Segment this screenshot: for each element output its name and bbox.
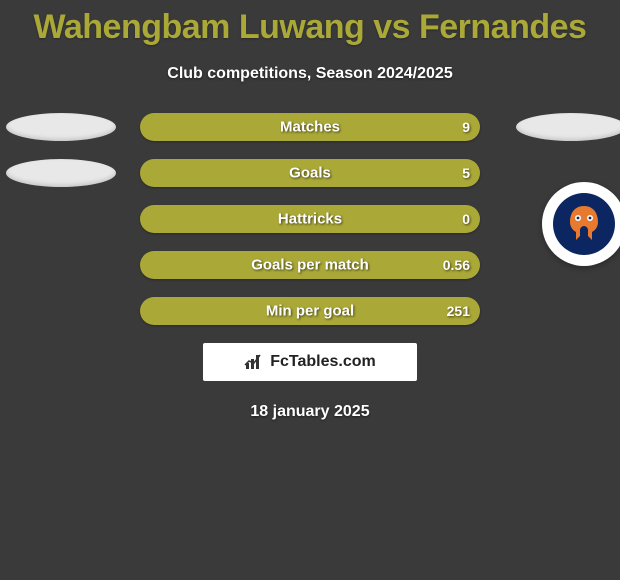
stat-bar: Hattricks 0 <box>140 205 480 233</box>
stat-value-right: 251 <box>447 303 470 319</box>
stat-label: Hattricks <box>278 211 342 228</box>
stat-row: Hattricks 0 <box>0 205 620 233</box>
stats-container: Matches 9 Goals 5 Hattricks 0 Goals per match 0… <box>0 113 620 325</box>
stat-bar: Matches 9 <box>140 113 480 141</box>
stat-bar: Goals 5 <box>140 159 480 187</box>
page-title: Wahengbam Luwang vs Fernandes <box>0 0 620 47</box>
team-badge-right <box>542 182 620 266</box>
fc-goa-logo <box>553 193 615 255</box>
stat-label: Matches <box>280 119 340 136</box>
stat-row: Matches 9 <box>0 113 620 141</box>
stat-bar: Min per goal 251 <box>140 297 480 325</box>
stat-value-right: 9 <box>462 119 470 135</box>
player-marker-left <box>6 159 116 187</box>
player-marker-right <box>516 113 620 141</box>
player-marker-left <box>6 113 116 141</box>
stat-value-right: 5 <box>462 165 470 181</box>
watermark: FcTables.com <box>203 343 417 381</box>
stat-label: Goals per match <box>251 257 369 274</box>
date-text: 18 january 2025 <box>0 403 620 421</box>
subtitle: Club competitions, Season 2024/2025 <box>0 65 620 83</box>
stat-bar: Goals per match 0.56 <box>140 251 480 279</box>
stat-label: Goals <box>289 165 331 182</box>
stat-value-right: 0 <box>462 211 470 227</box>
watermark-text: FcTables.com <box>270 353 376 371</box>
stat-value-right: 0.56 <box>443 257 470 273</box>
stat-row: Goals 5 <box>0 159 620 187</box>
stat-row: Min per goal 251 <box>0 297 620 325</box>
stat-row: Goals per match 0.56 <box>0 251 620 279</box>
chart-icon <box>244 353 264 371</box>
stat-label: Min per goal <box>266 303 354 320</box>
